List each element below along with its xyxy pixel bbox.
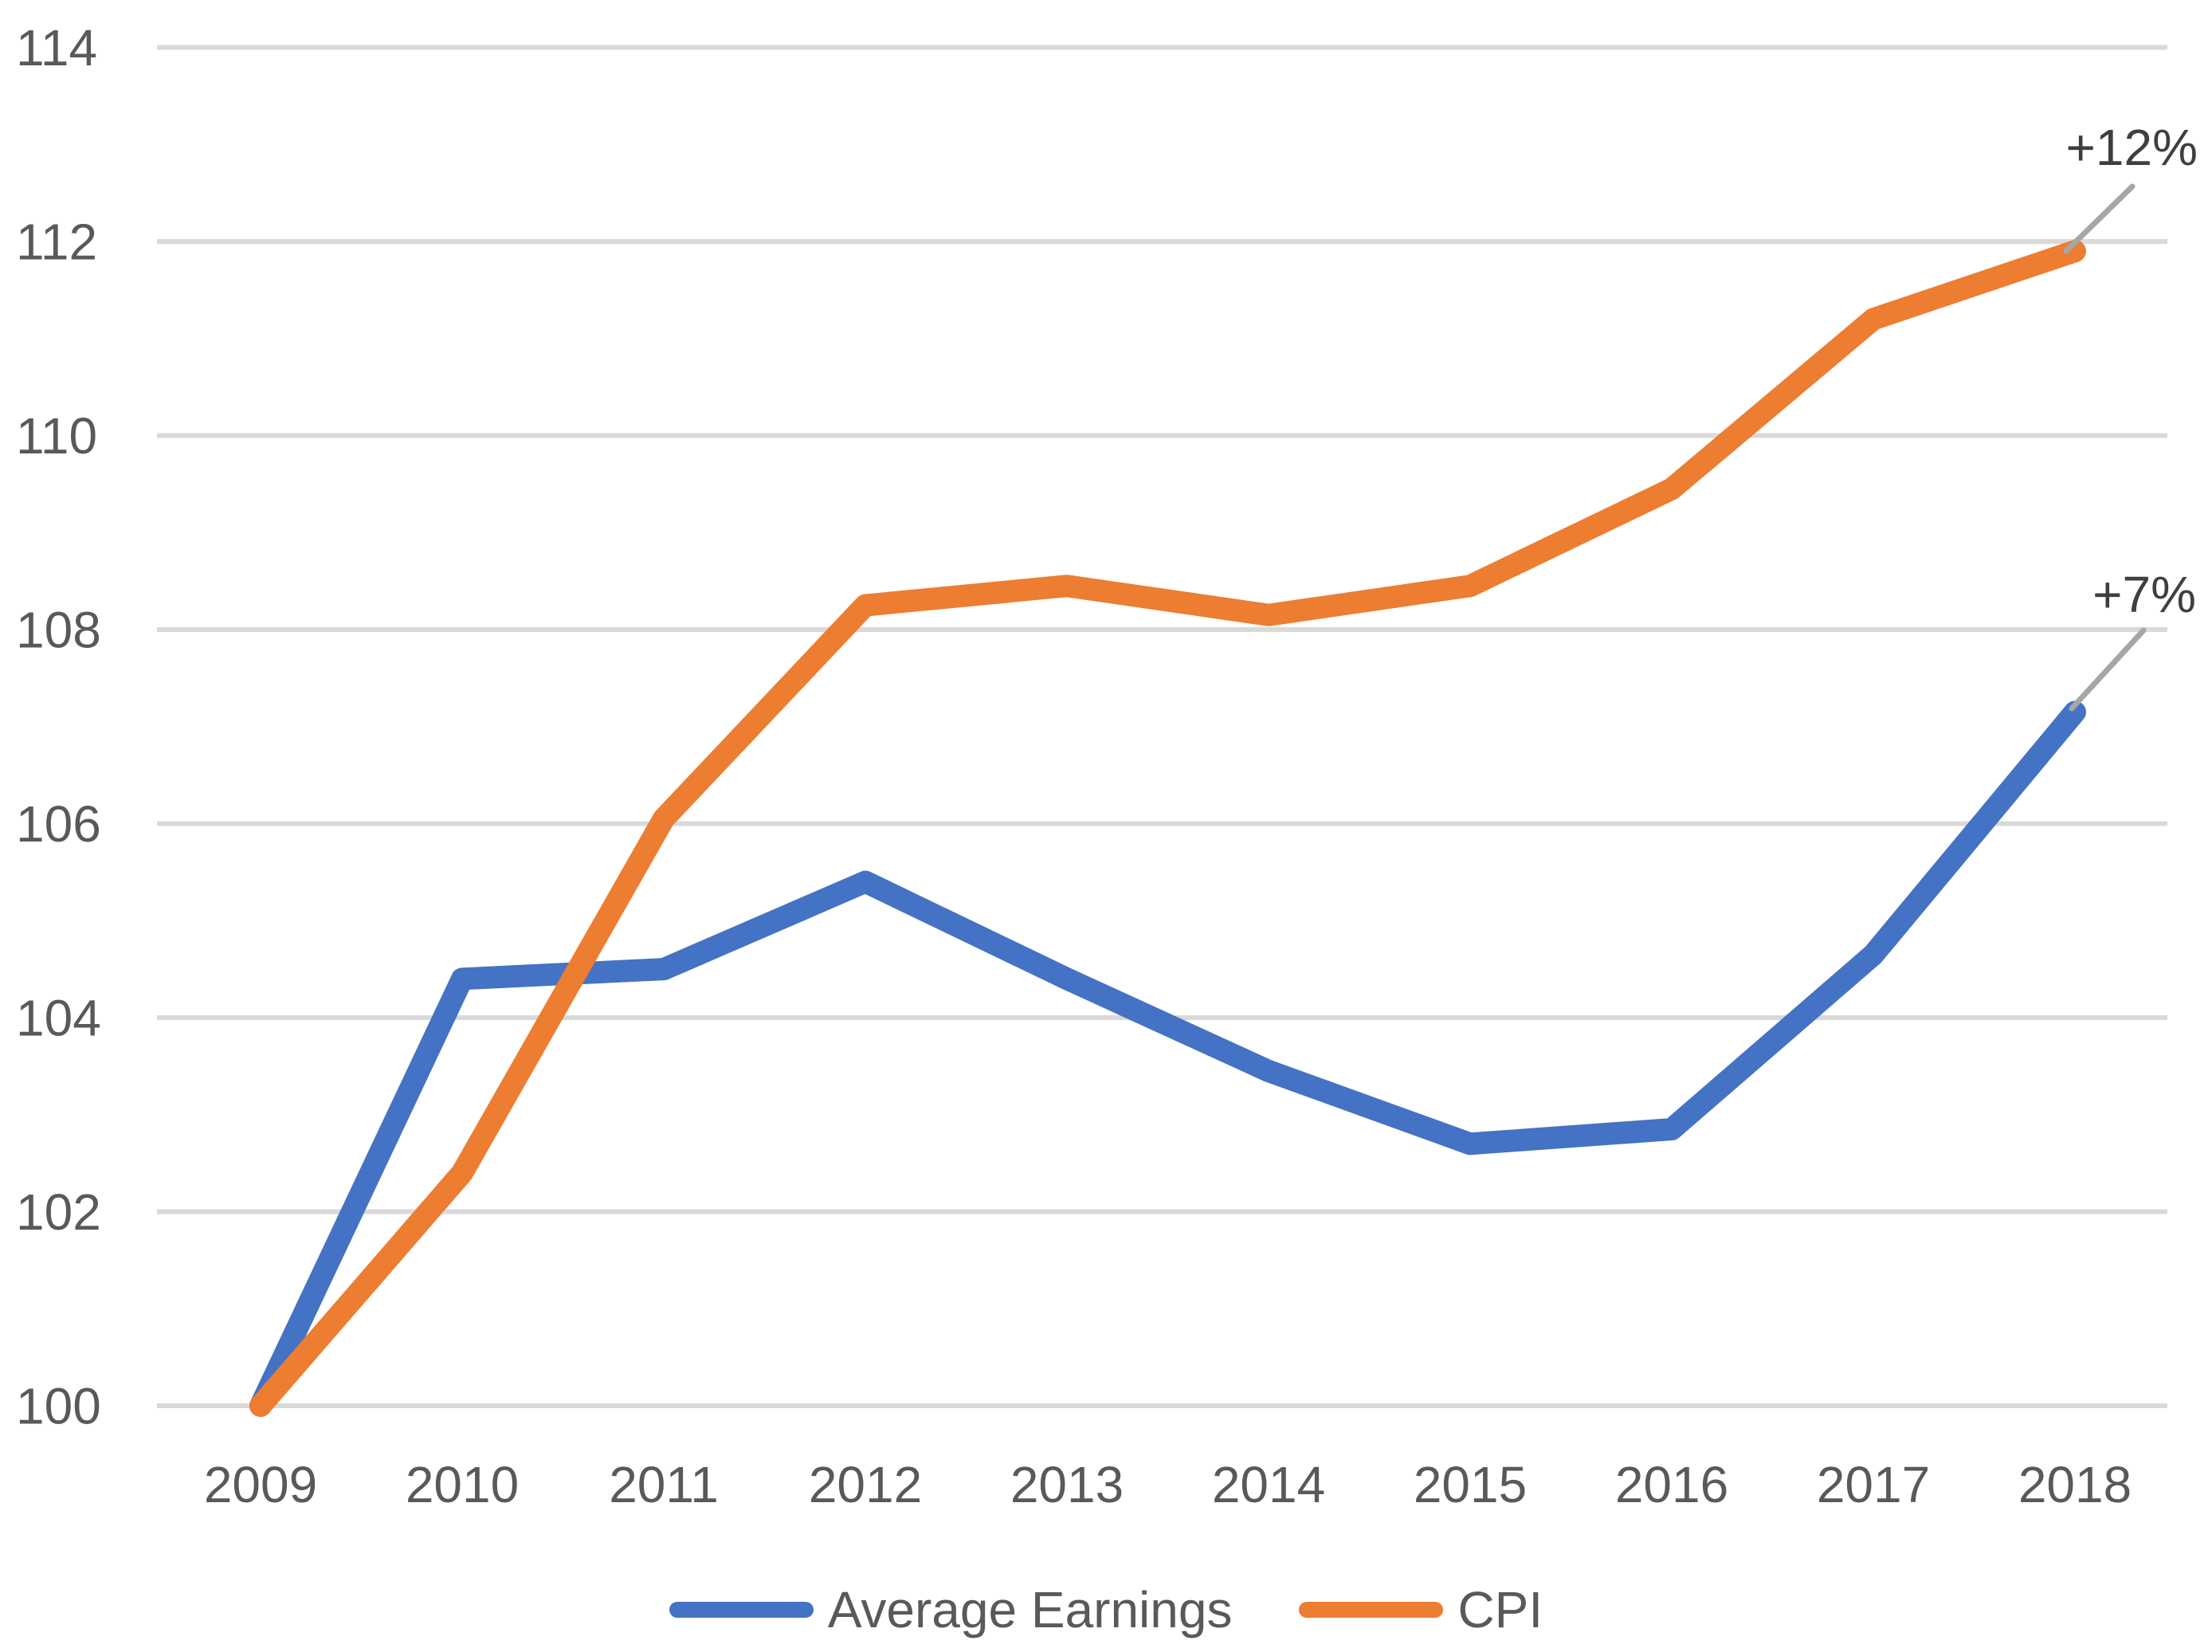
legend-label-cpi: CPI bbox=[1457, 1581, 1543, 1638]
y-axis-label-102: 102 bbox=[16, 1183, 101, 1241]
annotation-leader-average-earnings bbox=[2069, 627, 2147, 712]
legend-swatch-average-earnings bbox=[669, 1602, 814, 1618]
legend-item-average-earnings: Average Earnings bbox=[669, 1581, 1233, 1638]
legend-swatch-cpi bbox=[1299, 1602, 1444, 1618]
x-axis-label-2018: 2018 bbox=[2018, 1456, 2132, 1513]
y-axis-label-112: 112 bbox=[16, 213, 97, 270]
x-axis-label-2011: 2011 bbox=[609, 1456, 719, 1513]
legend-item-cpi: CPI bbox=[1299, 1584, 1543, 1635]
x-axis-label-2017: 2017 bbox=[1817, 1456, 1930, 1513]
y-axis-label-108: 108 bbox=[16, 601, 101, 658]
y-axis-label-106: 106 bbox=[16, 795, 101, 853]
y-axis-label-100: 100 bbox=[16, 1377, 101, 1434]
x-axis-label-2012: 2012 bbox=[809, 1456, 922, 1513]
x-axis-label-2010: 2010 bbox=[406, 1456, 519, 1513]
x-axis-label-2015: 2015 bbox=[1414, 1456, 1527, 1513]
legend-label-average-earnings: Average Earnings bbox=[827, 1581, 1233, 1638]
y-axis-label-114: 114 bbox=[16, 19, 97, 77]
series-line-cpi bbox=[249, 240, 2086, 1417]
y-axis-label-110: 110 bbox=[16, 407, 97, 465]
chart-legend: Average Earnings CPI bbox=[0, 1578, 2212, 1642]
x-axis-label-2014: 2014 bbox=[1212, 1456, 1325, 1513]
y-axis-label-104: 104 bbox=[16, 989, 101, 1046]
x-axis-label-2009: 2009 bbox=[204, 1456, 317, 1513]
x-axis-label-2013: 2013 bbox=[1010, 1456, 1124, 1513]
annotation-label-cpi: +12% bbox=[2066, 119, 2198, 176]
annotation-label-average-earnings: +7% bbox=[2092, 566, 2196, 623]
annotation-leader-cpi bbox=[2063, 183, 2136, 254]
x-axis-label-2016: 2016 bbox=[1615, 1456, 1728, 1513]
